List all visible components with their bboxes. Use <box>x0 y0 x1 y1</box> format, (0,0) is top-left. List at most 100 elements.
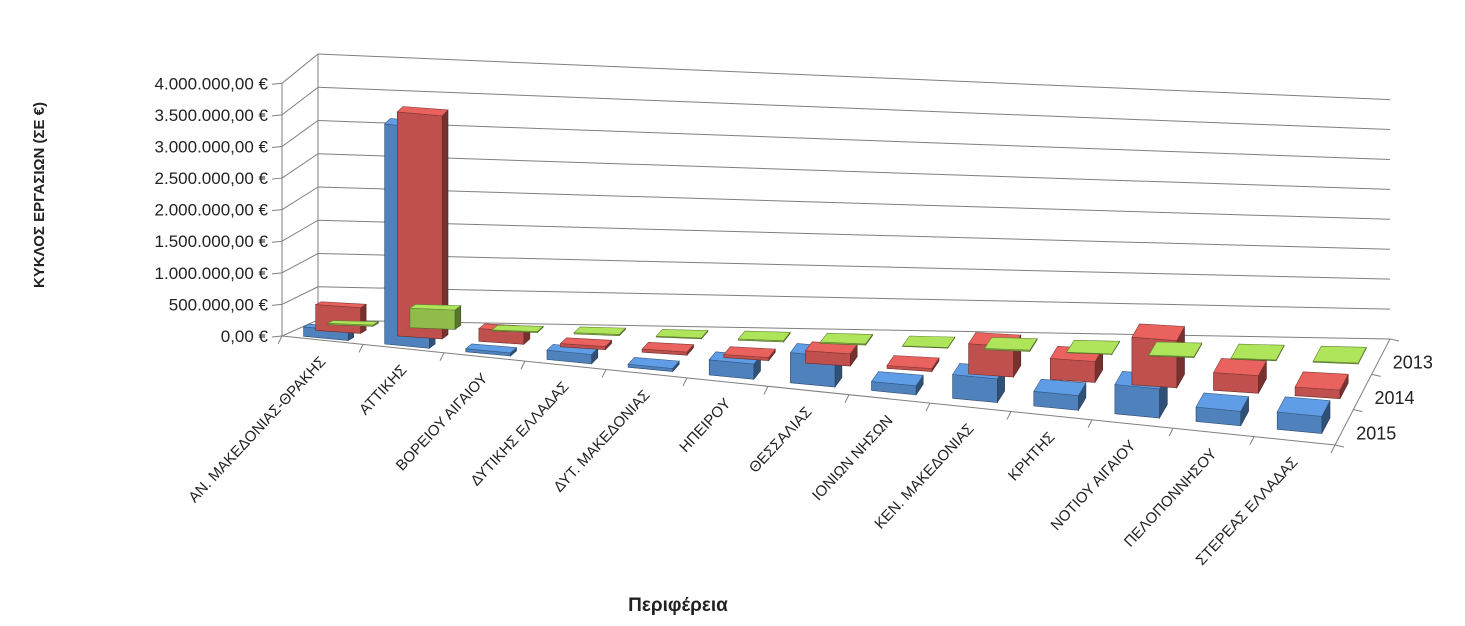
bar-front <box>315 304 361 334</box>
bar-top <box>737 330 791 342</box>
gridline-side <box>281 253 319 274</box>
x-tick-label: ΠΕΛΟΠΟΝΝΗΣΟΥ <box>1121 446 1221 551</box>
bar-top <box>1213 358 1267 377</box>
bar-top <box>901 335 956 348</box>
bar-2014-5 <box>641 341 695 356</box>
bar-top <box>870 371 924 387</box>
y-axis-title: ΚΥΚΛΟΣ ΕΡΓΑΣΙΩΝ (ΣΕ €) <box>31 102 48 288</box>
y-tick-label: 3.000.000,00 € <box>155 138 269 157</box>
bar-side <box>441 109 449 340</box>
bar-2013-2 <box>408 304 462 330</box>
x-tick-mark <box>601 369 607 378</box>
x-tick-label: ΣΤΕΡΕΑΣ ΕΛΛΑΔΑΣ <box>1193 454 1302 569</box>
y-tick-label: 1.500.000,00 € <box>155 232 269 251</box>
gridline-back <box>317 153 1391 190</box>
y-tick-mark <box>271 303 283 306</box>
x-tick-label: ΚΡΗΤΗΣ <box>1005 429 1058 485</box>
gridline-back <box>317 219 1391 250</box>
bar-front <box>1114 384 1160 419</box>
bar-2014-6 <box>723 346 776 362</box>
bar-2013-11 <box>1148 341 1203 359</box>
bar-2013-13 <box>1312 345 1367 365</box>
bar-top <box>465 343 518 354</box>
bar-top <box>819 332 874 345</box>
x-tick-label: ΘΕΣΣΑΛΙΑΣ <box>746 404 816 477</box>
x-tick-label: ΗΠΕΙΡΟΥ <box>676 395 734 456</box>
series-label: 2013 <box>1393 353 1433 373</box>
gridline-side <box>281 53 319 84</box>
x-tick-label: ΔΥΤΙΚΗΣ ΕΛΛΑΔΑΣ <box>467 378 572 489</box>
gridline-back <box>317 120 1391 160</box>
floor-front-edge <box>281 335 1336 446</box>
x-tick-mark <box>925 402 931 412</box>
y-tick-label: 2.000.000,00 € <box>155 201 269 220</box>
bar-2015-3 <box>465 343 518 357</box>
x-tick-label: ΑΝ. ΜΑΚΕΔΟΝΙΑΣ-ΘΡΑΚΗΣ <box>185 353 329 506</box>
series-label: 2014 <box>1375 388 1415 408</box>
bar-top <box>655 329 709 339</box>
y-axis-tick-labels: 0,00 € 500.000,00 € 1.000.000,00 € 1.500.00… <box>155 74 269 346</box>
gridline-back <box>317 86 1391 131</box>
bar-top <box>491 324 544 332</box>
bar-top <box>627 357 680 369</box>
x-tick-label: ΑΤΤΙΚΗΣ <box>356 362 410 419</box>
x-tick-label: ΚΕΝ. ΜΑΚΕΔΟΝΙΑΣ <box>871 420 977 532</box>
x-tick-label: ΙΟΝΙΩΝ ΝΗΣΩΝ <box>809 412 896 504</box>
bar-2013-9 <box>984 337 1038 353</box>
series-label: 2015 <box>1356 423 1396 443</box>
x-tick-mark <box>763 386 769 395</box>
bar-top <box>886 355 940 369</box>
gridlines <box>271 53 1400 454</box>
bar-2013-5 <box>655 329 709 340</box>
x-tick-mark <box>439 352 445 361</box>
y-tick-mark <box>271 177 283 180</box>
bar-top <box>559 337 613 347</box>
bar-front <box>409 307 456 330</box>
bar-2015-4 <box>546 344 599 365</box>
bar-2014-4 <box>559 337 613 351</box>
bar-top <box>314 301 368 309</box>
gridline-back <box>317 186 1391 220</box>
gridline-side <box>281 120 319 147</box>
bar-top <box>1148 341 1203 358</box>
bar-top <box>327 320 380 326</box>
x-tick-label: ΝΟΤΙΟΥ ΑΙΓΑΙΟΥ <box>1048 437 1140 534</box>
bar-top <box>396 106 449 117</box>
x-tick-mark <box>1087 419 1093 429</box>
gridline-side <box>281 153 319 179</box>
x-tick-mark <box>1249 436 1255 445</box>
x-axis-title: Περιφέρεια <box>628 595 728 616</box>
bar-top <box>1230 343 1285 361</box>
bar-2013-6 <box>737 330 791 343</box>
x-tick-label: ΔΥΤ. ΜΑΚΕΔΟΝΙΑΣ <box>550 387 653 496</box>
z-tick-mark <box>1353 409 1363 413</box>
bar-side <box>360 303 367 334</box>
y-tick-label: 500.000,00 € <box>169 295 269 314</box>
bar-2015-10 <box>1033 378 1087 412</box>
y-tick-mark <box>271 240 283 243</box>
z-tick-mark <box>1389 338 1400 342</box>
y-tick-mark <box>271 335 283 338</box>
bar-top <box>408 304 462 311</box>
bar-top <box>1276 396 1331 417</box>
bar-2013-12 <box>1230 343 1285 362</box>
x-tick-mark <box>844 394 850 403</box>
x-tick-mark <box>1006 411 1012 420</box>
bar-top <box>1131 323 1185 341</box>
bar-2015-5 <box>627 357 680 373</box>
bar-front <box>1050 358 1096 383</box>
x-tick-mark <box>682 377 688 387</box>
x-tick-mark <box>1330 444 1336 454</box>
bar-top <box>573 326 627 335</box>
bar-top <box>1195 392 1250 412</box>
gridline-back <box>317 53 1391 101</box>
bar-2014-1 <box>314 301 368 334</box>
bar-2013-8 <box>901 335 956 350</box>
x-tick-label: ΒΟΡΕΙΟΥ ΑΙΓΑΙΟΥ <box>393 370 492 474</box>
gridline-side <box>281 219 319 242</box>
gridline-side <box>281 186 319 211</box>
x-tick-mark <box>358 344 364 353</box>
bar-2015-12 <box>1195 392 1250 427</box>
y-tick-label: 0,00 € <box>221 327 269 346</box>
